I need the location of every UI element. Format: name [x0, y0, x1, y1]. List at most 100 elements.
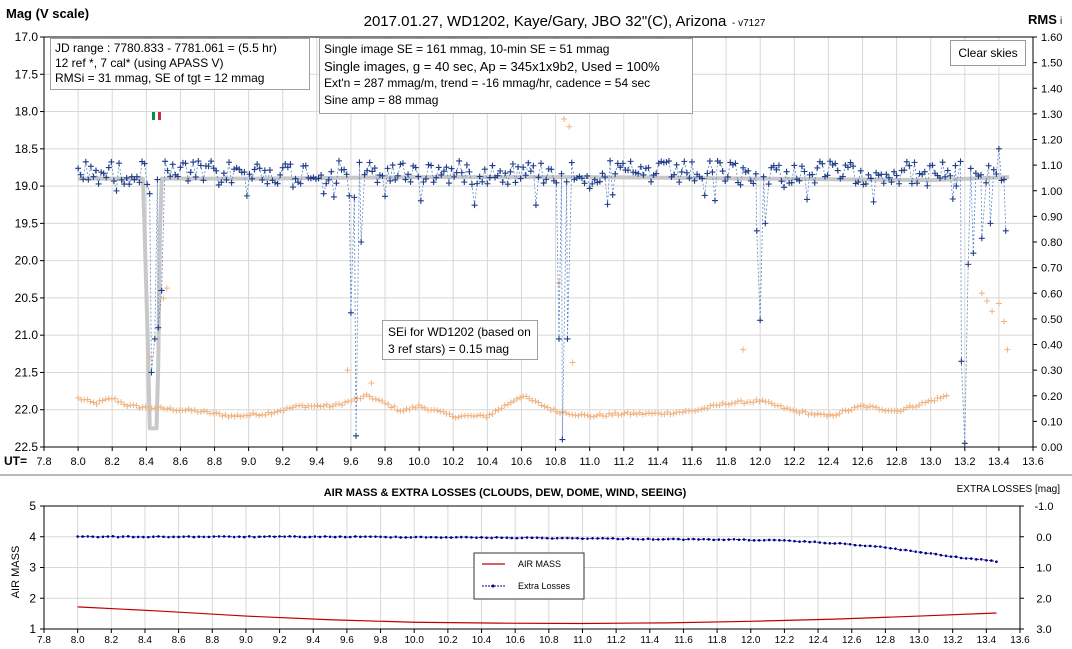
- extra-losses-point: [268, 534, 271, 538]
- rms-point: [449, 413, 456, 420]
- rms-point: [642, 410, 649, 417]
- magnitude-point: [706, 158, 713, 165]
- extra-losses-point: [793, 539, 796, 543]
- rms-point: [360, 393, 367, 400]
- magnitude-point: [85, 176, 92, 183]
- extra-losses-point: [879, 545, 882, 548]
- rms-point: [848, 406, 855, 413]
- magnitude-point: [540, 180, 547, 187]
- magnitude-point: [535, 174, 542, 181]
- magnitude-point: [985, 162, 992, 169]
- magnitude-point: [740, 164, 747, 171]
- bottom-y-right-tick-label: 3.0: [1036, 624, 1051, 636]
- magnitude-point: [515, 163, 522, 170]
- magnitude-point: [146, 190, 153, 197]
- extra-losses-point: [616, 537, 620, 541]
- magnitude-point: [975, 173, 982, 180]
- magnitude-point: [148, 369, 155, 376]
- rms-point: [731, 400, 738, 407]
- y-left-tick-label: 18.5: [15, 142, 39, 156]
- magnitude-point: [351, 194, 358, 201]
- rms-point: [978, 290, 985, 297]
- extra-losses-point: [641, 538, 645, 541]
- rms-point: [200, 407, 207, 414]
- magnitude-point: [719, 168, 726, 175]
- magnitude-point: [998, 177, 1005, 184]
- bottom-y-right-tick-label: -1.0: [1035, 501, 1054, 513]
- extra-losses-point: [212, 535, 216, 538]
- magnitude-point: [517, 175, 524, 182]
- rms-point: [553, 408, 560, 415]
- magnitude-point: [681, 158, 688, 165]
- magnitude-point: [226, 159, 233, 166]
- rms-point: [618, 411, 625, 418]
- magnitude-point: [857, 167, 864, 174]
- extra-losses-point: [202, 535, 206, 539]
- extra-losses-point: [858, 544, 862, 547]
- magnitude-point: [502, 170, 509, 177]
- magnitude-point: [522, 172, 529, 179]
- plot-frame: [43, 36, 1034, 448]
- magnitude-point: [796, 177, 803, 184]
- extra-losses-point: [258, 535, 261, 538]
- bottom-y-left-tick-label: 1: [29, 622, 36, 636]
- magnitude-point: [658, 158, 665, 165]
- bottom-x-tick-label: 12.4: [808, 635, 828, 646]
- magnitude-point: [1002, 227, 1009, 234]
- magnitude-point: [279, 164, 286, 171]
- magnitude-point: [821, 173, 828, 180]
- extra-losses-point: [995, 560, 998, 564]
- extra-losses-point: [364, 535, 367, 538]
- magnitude-point: [123, 174, 130, 181]
- extra-losses-point: [242, 535, 246, 539]
- extra-losses-point: [813, 540, 817, 543]
- rms-series: [75, 116, 1011, 421]
- rms-point: [102, 396, 109, 403]
- rms-point: [624, 409, 631, 416]
- rms-point: [922, 399, 929, 406]
- extra-losses-point: [273, 535, 276, 539]
- y-right-tick-label: 1.50: [1041, 58, 1062, 70]
- magnitude-point: [614, 160, 621, 167]
- extra-losses-point: [434, 535, 438, 539]
- italian-flag: [152, 112, 161, 120]
- y-left-axis-label: Mag (V scale): [6, 6, 89, 21]
- model-curve: [78, 175, 1010, 431]
- magnitude-point: [914, 180, 921, 187]
- magnitude-point: [330, 193, 337, 200]
- rms-point: [111, 395, 118, 402]
- magnitude-point: [177, 164, 184, 171]
- bottom-plot-frame: [43, 505, 1021, 630]
- y-right-tick-label: 1.10: [1041, 160, 1062, 172]
- bottom-x-tick-label: 9.8: [374, 635, 388, 646]
- extra-losses-point: [767, 538, 771, 542]
- magnitude-point: [860, 181, 867, 188]
- rms-point: [317, 403, 324, 410]
- rms-point: [931, 397, 938, 404]
- magnitude-point: [461, 179, 468, 186]
- rms-point: [544, 404, 551, 411]
- rms-point: [805, 411, 812, 418]
- extra-losses-point: [338, 535, 342, 538]
- magnitude-point: [476, 173, 483, 180]
- extra-losses-point: [439, 536, 443, 539]
- clear-skies-button[interactable]: Clear skies: [950, 40, 1026, 66]
- rms-point: [99, 397, 106, 404]
- magnitude-point: [717, 159, 724, 166]
- rms-point: [590, 413, 597, 420]
- magnitude-point: [809, 171, 816, 178]
- sei-note-line: 3 ref stars) = 0.15 mag: [388, 342, 510, 356]
- magnitude-point: [228, 179, 235, 186]
- magnitude-point: [525, 159, 532, 166]
- extra-losses-point: [495, 535, 498, 539]
- x-tick-label: 11.6: [682, 456, 703, 468]
- rms-point: [814, 410, 821, 417]
- magnitude-point: [118, 176, 125, 183]
- magnitude-point: [361, 171, 368, 178]
- rms-point: [649, 410, 656, 417]
- y-right-tick-label: 1.00: [1041, 186, 1062, 198]
- rms-point: [246, 412, 253, 419]
- rms-point: [550, 406, 557, 413]
- magnitude-point: [389, 162, 396, 169]
- rms-point: [692, 407, 699, 414]
